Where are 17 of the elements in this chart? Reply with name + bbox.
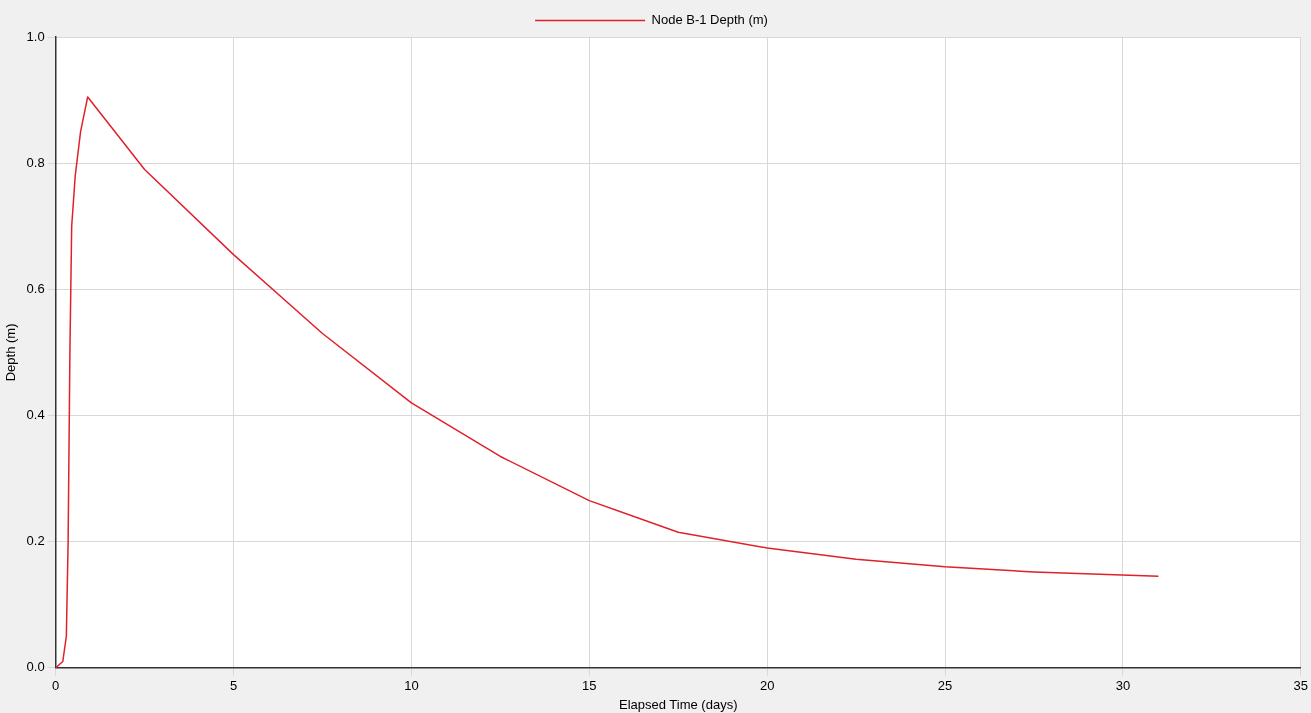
x-tick-label: 0: [52, 678, 60, 694]
x-tick-label: 20: [759, 678, 775, 694]
y-axis-title: Depth (m): [3, 323, 19, 382]
x-tick-label: 10: [404, 678, 419, 694]
x-axis-title: Elapsed Time (days): [618, 696, 738, 712]
y-tick-label: 0.2: [26, 533, 45, 549]
text: Node B-1 Depth (m): [651, 12, 768, 28]
x-tick-label: 25: [937, 678, 953, 694]
y-tick-label: 0.0: [26, 659, 45, 675]
y-tick-label: 0.6: [26, 280, 45, 296]
x-tick-label: 15: [582, 678, 597, 694]
x-tick-label: 5: [229, 678, 238, 694]
y-tick-label: 0.4: [26, 407, 45, 423]
y-tick-label: 0.8: [26, 154, 45, 170]
y-tick-label: 1.0: [26, 28, 45, 44]
x-tick-label: 30: [1115, 678, 1131, 694]
x-tick-label: 35: [1293, 678, 1308, 694]
